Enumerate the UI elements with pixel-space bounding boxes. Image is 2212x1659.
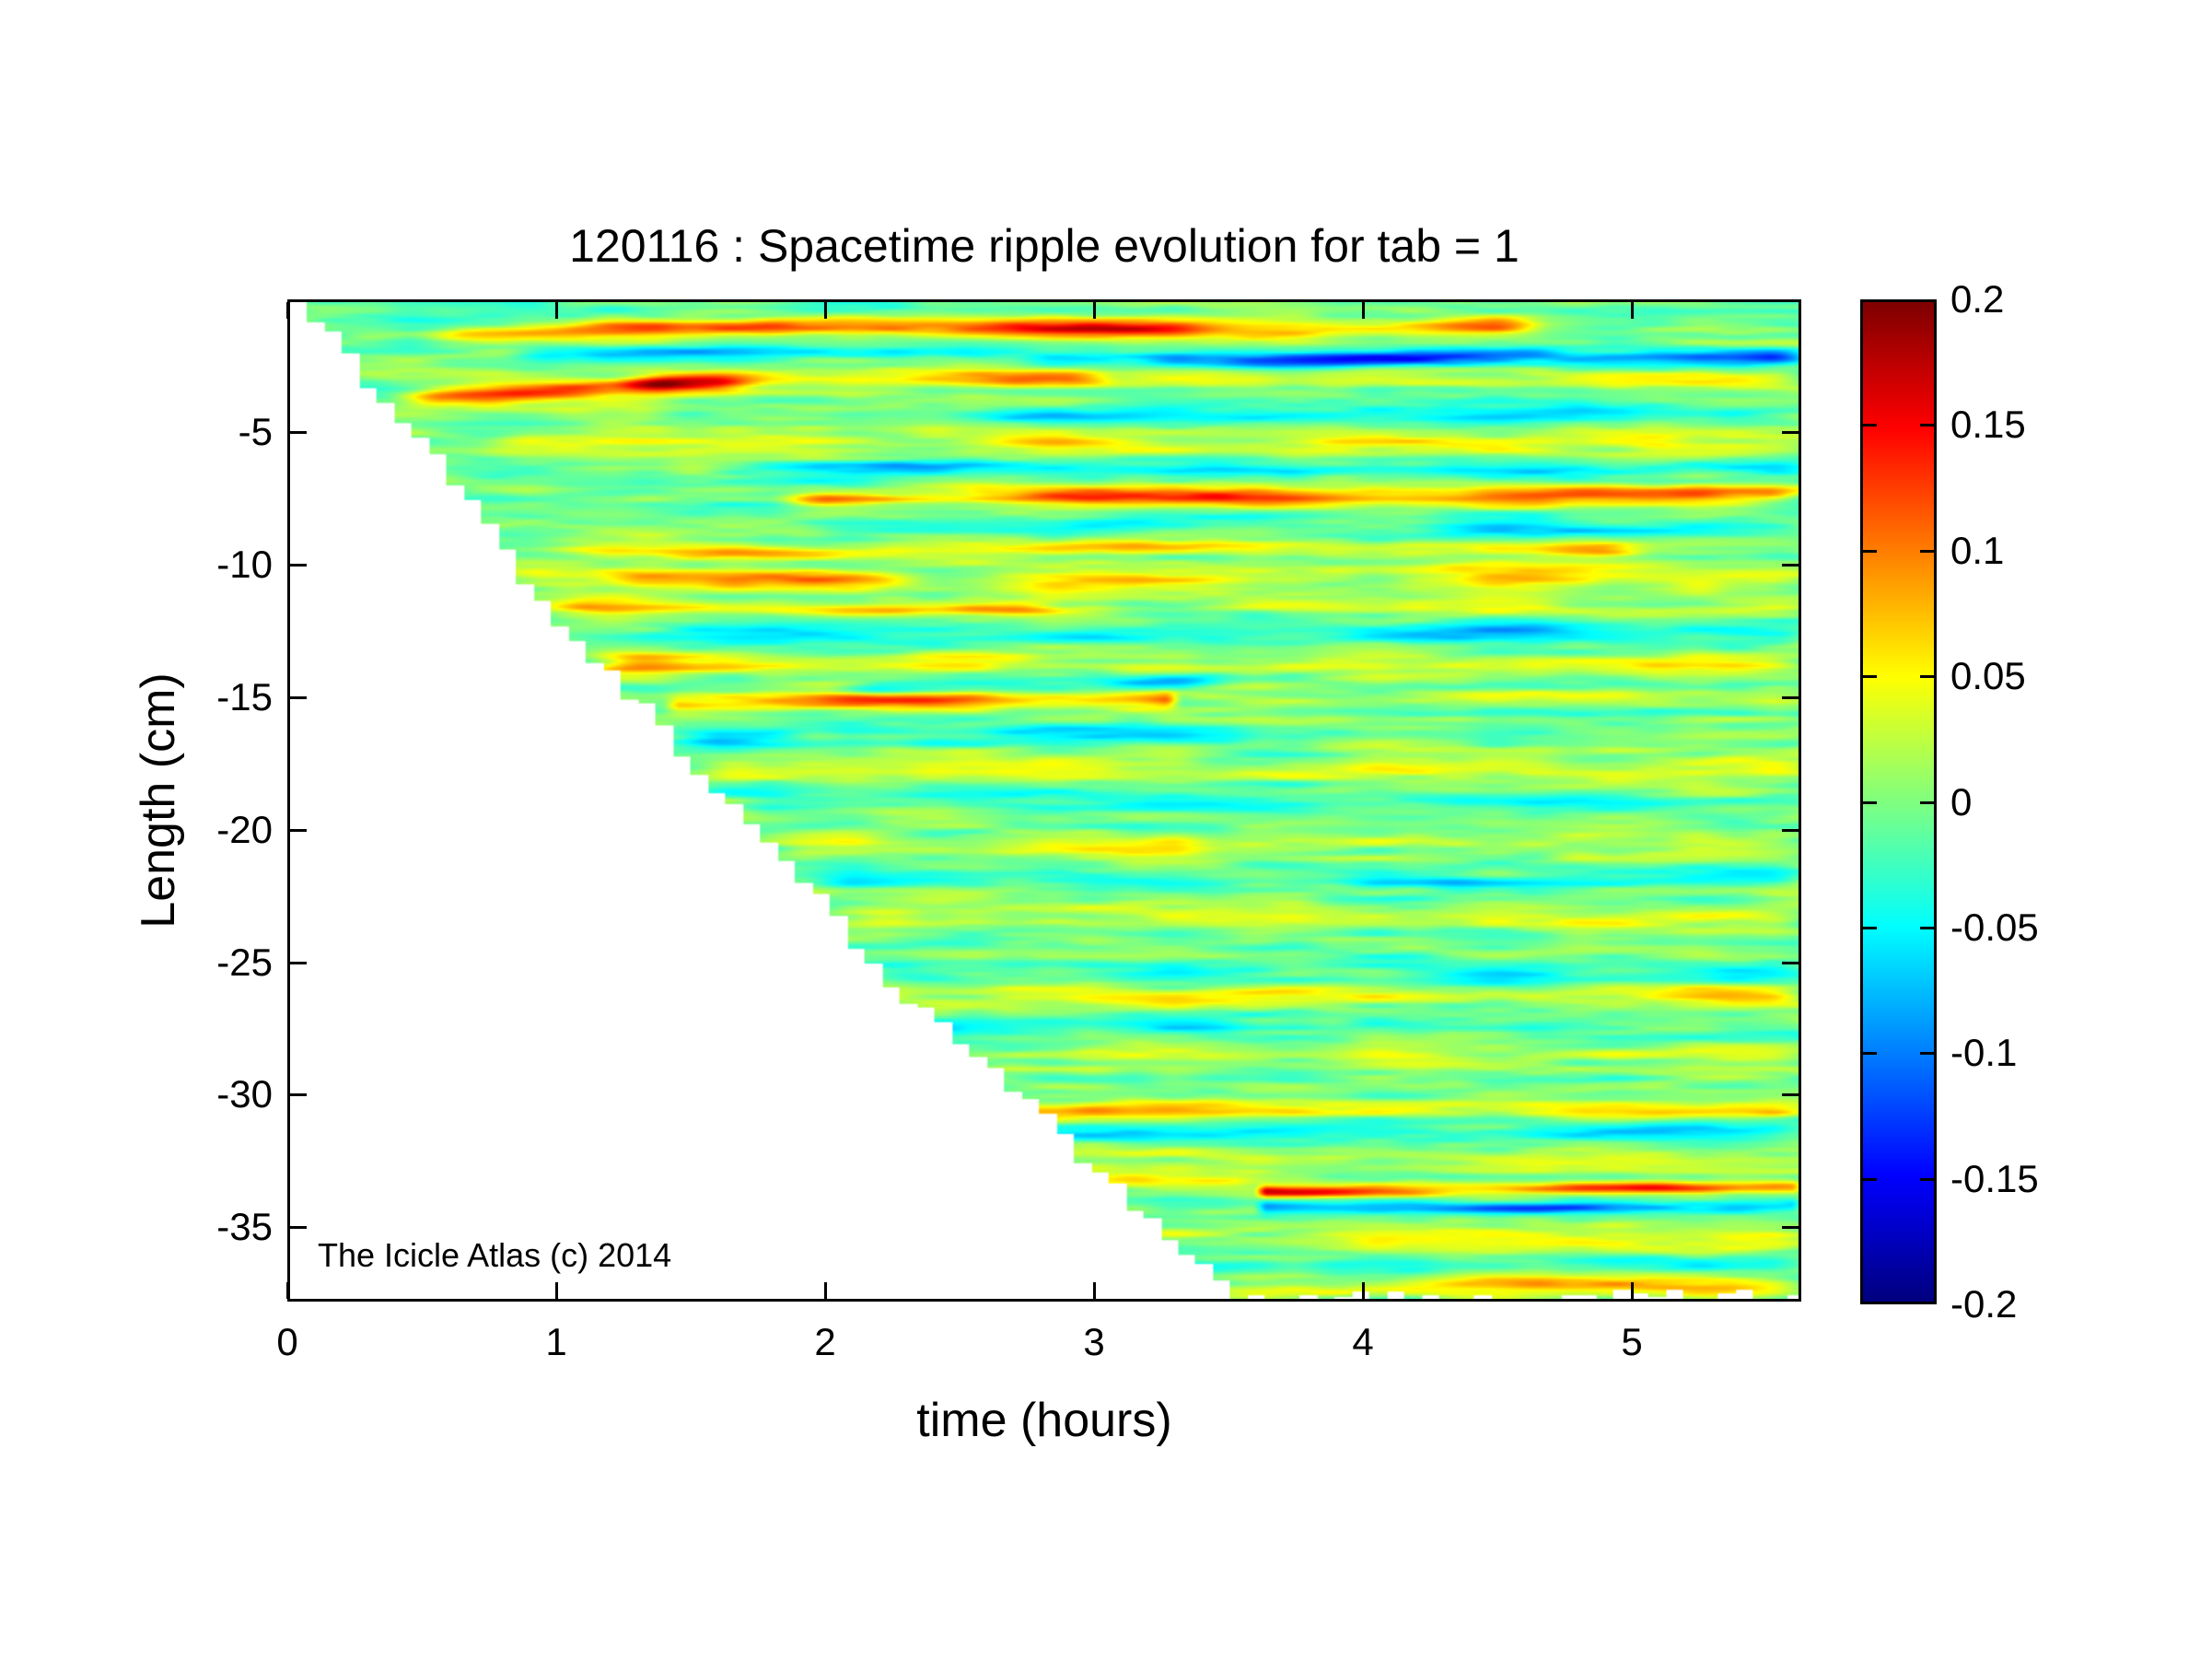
- plot-title: 120116 : Spacetime ripple evolution for …: [569, 220, 1519, 272]
- y-tick-mark: [290, 1093, 307, 1097]
- x-tick-mark-top: [555, 302, 558, 319]
- y-tick-mark: [290, 1226, 307, 1230]
- y-tick-label: -35: [216, 1205, 273, 1249]
- colorbar-tick-mark: [1863, 1177, 1877, 1181]
- x-tick-mark: [1093, 1282, 1097, 1299]
- y-tick-mark-right: [1782, 563, 1799, 567]
- colorbar-tick-label: 0.2: [1950, 277, 2005, 321]
- colorbar-tick-mark: [1863, 926, 1877, 929]
- colorbar-tick-mark-right: [1920, 1177, 1934, 1181]
- colorbar-tick-label: 0.15: [1950, 403, 2026, 447]
- colorbar-tick-label: 0: [1950, 779, 1973, 824]
- plot-area: [286, 299, 1801, 1302]
- y-tick-label: -25: [216, 940, 273, 984]
- colorbar-tick-label: 0.05: [1950, 654, 2026, 698]
- x-axis-label: time (hours): [916, 1394, 1172, 1447]
- x-tick-mark-top: [1631, 302, 1635, 319]
- y-tick-mark: [290, 828, 307, 832]
- x-tick-mark: [1631, 1282, 1635, 1299]
- y-tick-label: -20: [216, 807, 273, 851]
- heatmap-canvas: [290, 302, 1799, 1299]
- x-tick-label: 3: [1083, 1320, 1105, 1363]
- colorbar-tick-mark-right: [1920, 424, 1934, 427]
- colorbar: [1860, 299, 1937, 1304]
- colorbar-tick-label: -0.1: [1950, 1031, 2018, 1075]
- y-tick-mark-right: [1782, 430, 1799, 434]
- colorbar-tick-mark-right: [1920, 926, 1934, 929]
- x-tick-mark: [1362, 1282, 1366, 1299]
- y-tick-mark-right: [1782, 961, 1799, 964]
- x-tick-mark-top: [286, 302, 289, 319]
- y-tick-label: -10: [216, 542, 273, 586]
- colorbar-tick-mark-right: [1920, 1052, 1934, 1056]
- atlas-annotation: The Icicle Atlas (c) 2014: [318, 1236, 672, 1274]
- colorbar-tick-mark: [1863, 424, 1877, 427]
- x-tick-mark-top: [1093, 302, 1097, 319]
- colorbar-tick-mark: [1863, 800, 1877, 804]
- y-tick-mark-right: [1782, 695, 1799, 699]
- x-tick-mark: [286, 1282, 289, 1299]
- x-tick-label: 0: [276, 1320, 298, 1363]
- x-tick-label: 5: [1621, 1320, 1643, 1363]
- colorbar-tick-mark-right: [1920, 549, 1934, 553]
- y-tick-mark: [290, 430, 307, 434]
- colorbar-tick-mark-right: [1920, 675, 1934, 679]
- colorbar-tick-mark: [1863, 549, 1877, 553]
- x-tick-label: 1: [545, 1320, 567, 1363]
- x-tick-mark: [555, 1282, 558, 1299]
- y-tick-mark-right: [1782, 1226, 1799, 1230]
- x-tick-mark: [824, 1282, 827, 1299]
- y-tick-mark: [290, 961, 307, 964]
- colorbar-tick-mark: [1863, 675, 1877, 679]
- colorbar-tick-mark: [1863, 1052, 1877, 1056]
- y-tick-mark: [290, 563, 307, 567]
- y-tick-label: -15: [216, 674, 273, 719]
- x-tick-label: 4: [1352, 1320, 1374, 1363]
- y-tick-label: -30: [216, 1072, 273, 1116]
- colorbar-tick-label: -0.2: [1950, 1282, 2018, 1326]
- x-tick-label: 2: [814, 1320, 836, 1363]
- y-tick-mark-right: [1782, 1093, 1799, 1097]
- colorbar-tick-label: -0.15: [1950, 1156, 2039, 1200]
- x-tick-mark-top: [824, 302, 827, 319]
- colorbar-tick-label: -0.05: [1950, 905, 2039, 949]
- y-tick-label: -5: [238, 409, 273, 453]
- y-tick-mark-right: [1782, 828, 1799, 832]
- colorbar-tick-mark-right: [1920, 800, 1934, 804]
- x-tick-mark-top: [1362, 302, 1366, 319]
- y-tick-mark: [290, 695, 307, 699]
- colorbar-tick-label: 0.1: [1950, 528, 2005, 572]
